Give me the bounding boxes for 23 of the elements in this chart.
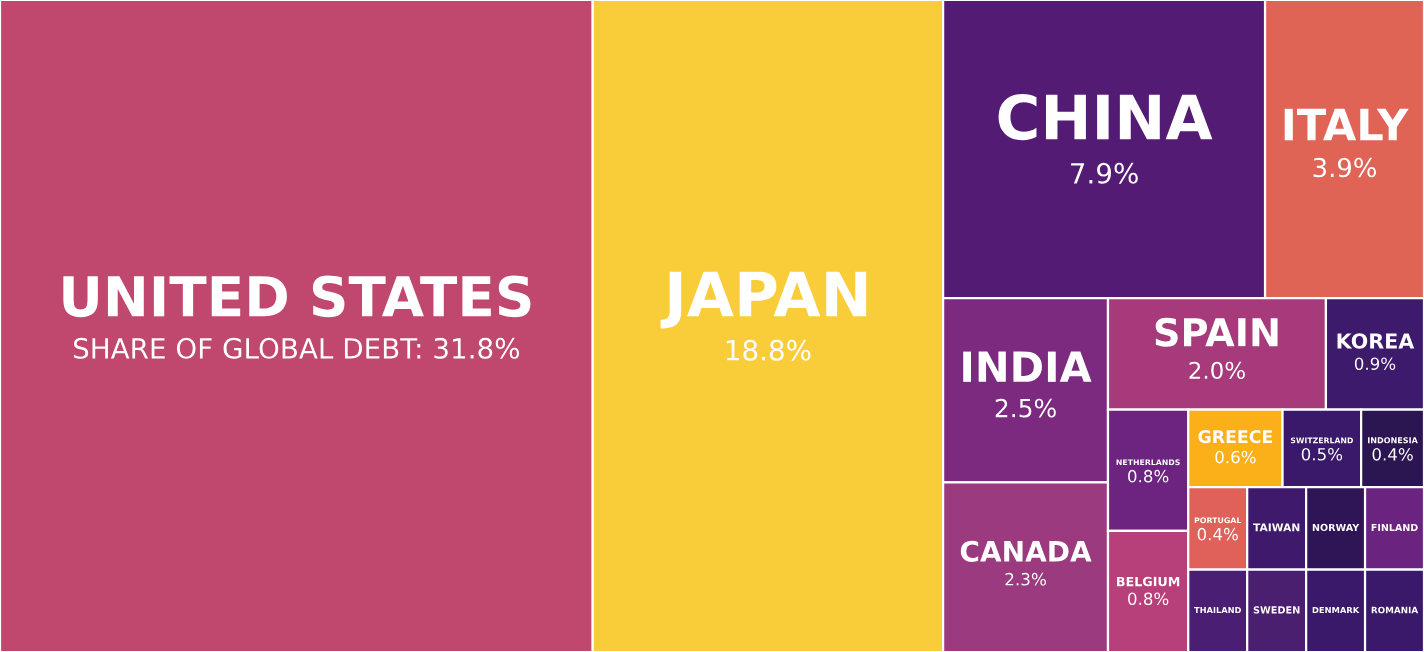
category-label: GREECE xyxy=(1198,430,1272,444)
data-label: 0.6% xyxy=(1215,450,1256,464)
data-label: 2.5% xyxy=(995,398,1056,418)
data-label: SHARE OF GLOBAL DEBT: 31.8% xyxy=(73,337,520,359)
data-label: 2.0% xyxy=(1189,361,1245,380)
data-label: 7.9% xyxy=(1071,162,1138,184)
data-label: 0.8% xyxy=(1128,469,1169,483)
data-label: 2.3% xyxy=(1005,572,1046,586)
data-label: 0.8% xyxy=(1128,592,1169,606)
data-label: 3.9% xyxy=(1313,157,1376,178)
category-label: SPAIN xyxy=(1155,317,1278,347)
category-label: CHINA xyxy=(998,93,1213,141)
data-label: 18.8% xyxy=(726,339,811,361)
category-label: UNITED STATES xyxy=(63,275,531,318)
data-label: 0.9% xyxy=(1354,357,1396,370)
data-label: 0.5% xyxy=(1301,447,1343,461)
category-label: CANADA xyxy=(960,540,1092,562)
category-label: JAPAN xyxy=(660,271,867,329)
category-label: ITALY xyxy=(1284,108,1409,141)
data-label: 0.4% xyxy=(1372,448,1413,461)
data-label: 0.4% xyxy=(1197,527,1238,541)
category-label: KOREA xyxy=(1337,333,1415,349)
category-label: INDIA xyxy=(963,351,1092,382)
